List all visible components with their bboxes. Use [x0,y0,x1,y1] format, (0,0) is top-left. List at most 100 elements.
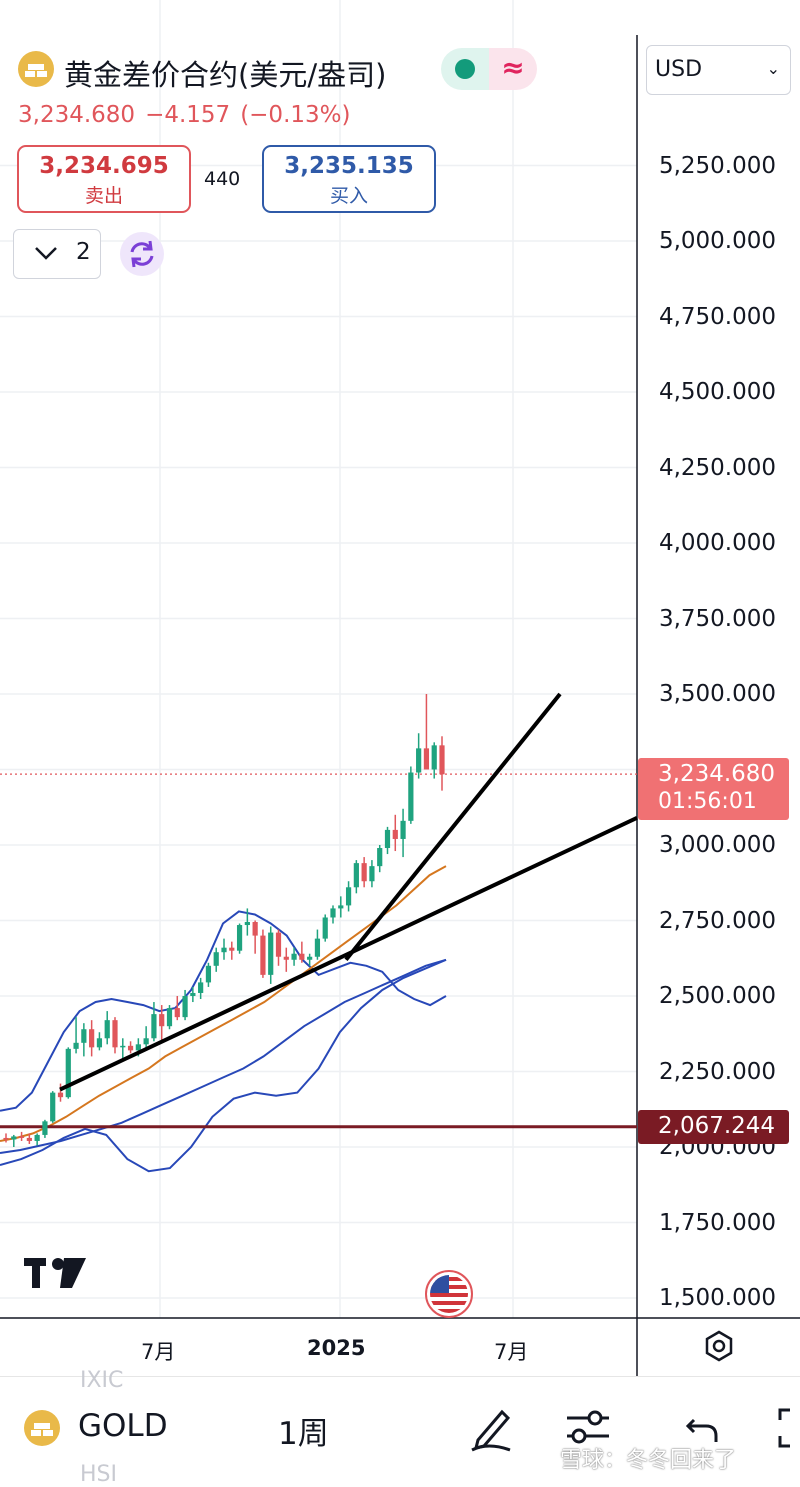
gold-logo-icon [24,1410,60,1446]
candle-body [65,1048,71,1098]
candle-body [299,953,305,960]
candle-body [314,938,321,957]
candle-body [252,922,258,936]
us-economic-event-icon[interactable] [425,1270,473,1318]
candle-body [57,1092,64,1098]
price-tick: 4,750.000 [658,303,776,330]
candle-body [416,748,422,773]
cfd-icon: ≈ [489,48,537,90]
trend-line [344,692,562,962]
time-tick: 2025 [307,1336,366,1360]
pen-icon [471,1409,511,1452]
sell-label: 卖出 [84,185,123,207]
indicators-button[interactable] [565,1408,611,1452]
bottom-toolbar [0,1376,800,1483]
bar-countdown: 01:56:01 [658,789,757,814]
candle-body [236,925,243,951]
fullscreen-icon [778,1408,790,1448]
sell-button[interactable]: 3,234.695 卖出 [17,145,191,213]
candle-body [81,1029,87,1043]
indicator-count: 2 [76,239,91,265]
candle-body [361,863,367,882]
last-price: 3,234.680 [18,102,136,128]
candle-body [353,863,359,888]
candle-body [268,932,274,975]
buy-button[interactable]: 3,235.135 买入 [262,145,436,213]
gear-icon [705,1330,733,1362]
moving-average-line [0,865,447,1142]
candle-body [96,1038,103,1048]
candle-body [143,1038,149,1045]
gold-logo-icon [18,51,54,87]
interval-selector[interactable]: 1周 [278,1416,329,1452]
candle-body [377,848,383,867]
price-tick: 4,250.000 [658,454,776,481]
undo-icon [685,1418,718,1442]
watermark: 雪球：冬冬回来了 [560,1448,737,1473]
candle-body [11,1136,17,1140]
sell-price: 3,234.695 [39,153,169,179]
candle-body [221,947,227,953]
bollinger-lower-line [0,958,447,1173]
market-open-icon [455,59,475,79]
sliders-icon [567,1410,609,1444]
currency-value: USD [655,57,703,82]
market-status-pill[interactable]: ≈ [441,48,537,90]
bollinger-upper-line [0,910,447,1112]
time-tick: 7月 [494,1340,529,1364]
candle-body [50,1092,56,1122]
indicators-toggle[interactable]: 2 [13,229,101,279]
candle-body [182,996,188,1018]
candle-body [213,952,219,966]
candle-body [369,866,375,882]
symbol-selector[interactable]: GOLD [78,1408,168,1444]
refresh-button[interactable] [120,232,164,276]
ghost-symbol-bottom: HSI [80,1462,117,1487]
price-tick: 1,750.000 [658,1209,776,1236]
candle-body [3,1137,9,1140]
candle-body [439,745,445,775]
candle-body [345,887,352,906]
drawing-tools-button[interactable] [468,1404,514,1456]
chart-settings-button[interactable] [703,1330,735,1366]
last-price-label: 3,234.680 01:56:01 [638,758,789,820]
candle-body [291,953,297,960]
fullscreen-button[interactable] [776,1406,800,1454]
price-tick: 3,750.000 [658,605,776,632]
candle-body [229,947,235,951]
candle-body [104,1020,110,1039]
candle-body [307,956,313,960]
horizontal-line-label[interactable]: 2,067.244 [638,1110,789,1144]
tradingview-logo[interactable] [24,1258,86,1299]
candle-body [120,1045,126,1048]
instrument-title: 黄金差价合约(美元/盎司) [64,58,387,92]
candle-body [112,1020,118,1048]
candle-body [73,1042,79,1049]
refresh-icon [130,240,154,268]
time-tick: 7月 [141,1340,176,1364]
horizontal-line-value: 2,067.244 [658,1113,776,1139]
candle-body [408,772,414,821]
candle-body [431,745,437,770]
candle-body [89,1029,95,1048]
candle-body [159,1014,165,1027]
price-tick: 4,000.000 [658,530,776,556]
candle-body [283,956,289,960]
candle-body [338,905,344,909]
price-tick: 5,000.000 [658,228,776,254]
buy-label: 买入 [329,185,368,207]
candle-body [198,982,204,993]
candle-body [174,1008,180,1018]
price-tick: 3,000.000 [658,832,776,858]
candle-body [244,922,250,926]
candle-body [400,820,406,839]
candle-body [34,1134,40,1141]
currency-select[interactable]: USD ⌄ [646,45,791,95]
price-tick: 1,500.000 [658,1285,776,1311]
undo-button[interactable] [684,1410,720,1450]
candle-body [275,932,282,957]
buy-price: 3,235.135 [284,153,414,179]
ghost-symbol-top: IXIC [80,1368,124,1393]
candle-body [205,965,212,983]
